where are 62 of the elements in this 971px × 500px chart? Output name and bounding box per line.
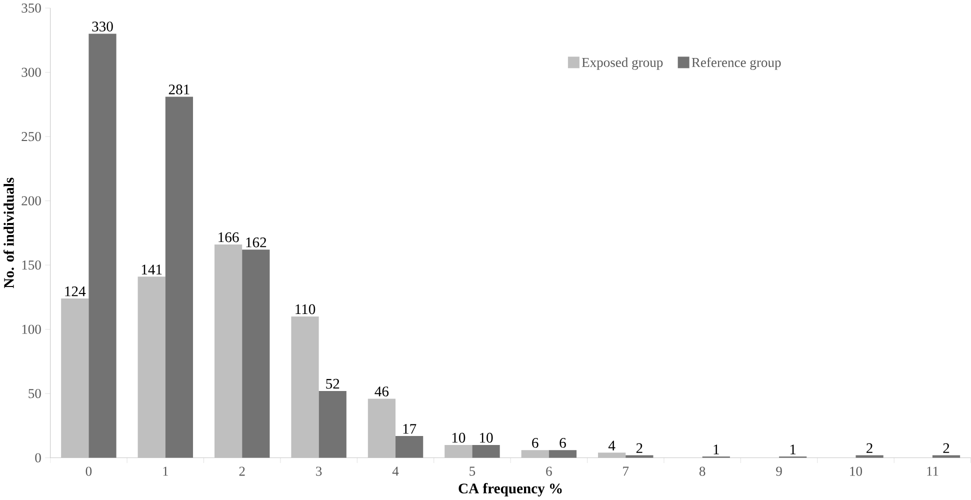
bar xyxy=(318,391,346,458)
data-label: 110 xyxy=(296,304,316,314)
x-tick-label: 3 xyxy=(316,466,322,476)
x-tick-label: 6 xyxy=(546,466,552,476)
x-tick-label: 5 xyxy=(470,466,476,476)
bar xyxy=(138,276,166,458)
bar xyxy=(521,450,549,458)
x-tick-label: 2 xyxy=(239,466,245,476)
x-tick-label: 9 xyxy=(776,466,782,476)
y-tick-label: 100 xyxy=(22,324,41,334)
data-label: 10 xyxy=(452,432,466,443)
y-tick-label: 350 xyxy=(22,4,41,13)
bar xyxy=(88,34,116,458)
y-axis-title: No. of individuals xyxy=(3,178,14,288)
data-label: 166 xyxy=(218,232,239,242)
data-label: 6 xyxy=(560,438,566,448)
data-label: 141 xyxy=(142,264,162,274)
y-tick-label: 50 xyxy=(28,389,41,398)
data-label: 330 xyxy=(92,22,113,32)
data-label: 162 xyxy=(246,238,266,248)
x-tick-label: 10 xyxy=(850,466,862,476)
x-tick-label: 11 xyxy=(927,466,938,476)
data-label: 52 xyxy=(326,378,340,389)
x-tick-label: 0 xyxy=(86,466,92,476)
bar xyxy=(368,398,396,458)
bar xyxy=(291,316,319,458)
bar xyxy=(242,250,270,458)
data-label: 124 xyxy=(65,286,86,296)
data-label: 1 xyxy=(790,444,796,454)
bar xyxy=(214,244,242,458)
bar xyxy=(472,445,500,458)
bar xyxy=(626,455,654,458)
y-tick-label: 200 xyxy=(22,196,41,206)
x-tick-label: 8 xyxy=(699,466,706,476)
bar xyxy=(444,445,472,458)
x-tick-label: 7 xyxy=(623,466,629,476)
data-label: 2 xyxy=(636,443,642,453)
bar xyxy=(548,450,577,458)
x-tick-label: 1 xyxy=(163,466,168,476)
bar xyxy=(856,455,884,458)
y-tick-label: 0 xyxy=(35,453,41,462)
bar xyxy=(932,455,960,458)
data-label: 2 xyxy=(943,443,950,453)
y-tick-label: 150 xyxy=(22,260,41,270)
y-tick-label: 250 xyxy=(22,132,41,142)
data-label: 281 xyxy=(168,84,190,94)
x-tick-label: 4 xyxy=(392,466,399,476)
bar xyxy=(598,452,626,458)
x-axis-title: CA frequency % xyxy=(458,483,562,496)
legend-label: Exposed group xyxy=(582,58,663,70)
data-label: 4 xyxy=(608,440,616,450)
legend-label: Reference group xyxy=(692,57,781,70)
data-label: 1 xyxy=(714,444,719,454)
data-label: 17 xyxy=(403,424,416,434)
bar xyxy=(396,436,424,458)
bar xyxy=(61,298,89,458)
data-label: 2 xyxy=(866,443,872,453)
data-label: 10 xyxy=(480,432,493,443)
bar xyxy=(165,96,194,458)
data-label: 46 xyxy=(374,386,389,396)
y-tick-label: 300 xyxy=(22,68,41,77)
data-label: 6 xyxy=(532,438,538,448)
